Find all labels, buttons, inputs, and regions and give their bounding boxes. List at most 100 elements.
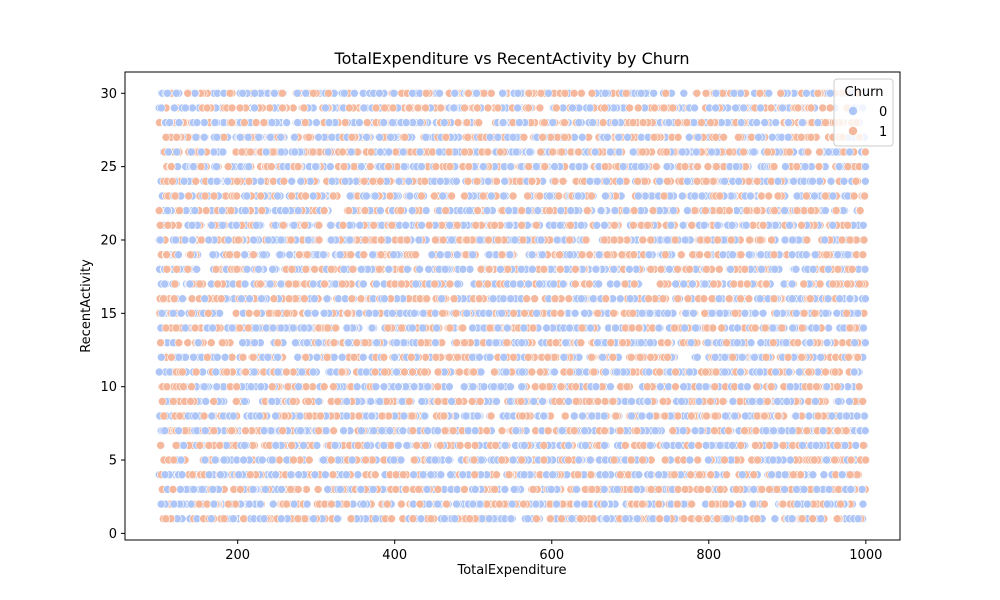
- data-point-churn-1: [634, 323, 644, 333]
- data-point-churn-1: [724, 426, 733, 436]
- data-point-churn-1: [404, 397, 414, 406]
- chart-title: TotalExpenditure vs RecentActivity by Ch…: [334, 49, 690, 68]
- data-point-churn-0: [591, 382, 601, 392]
- data-point-churn-1: [854, 382, 864, 392]
- data-point-churn-0: [645, 411, 654, 421]
- data-point-churn-1: [600, 397, 610, 406]
- data-point-churn-1: [470, 441, 480, 450]
- data-point-churn-1: [752, 411, 762, 421]
- data-point-churn-0: [181, 323, 190, 333]
- data-point-churn-0: [767, 470, 776, 480]
- data-point-churn-0: [296, 426, 305, 436]
- data-point-churn-1: [571, 279, 580, 289]
- data-point-churn-1: [538, 382, 547, 392]
- data-point-churn-1: [797, 352, 807, 362]
- data-point-churn-0: [276, 514, 286, 524]
- data-point-churn-1: [408, 367, 417, 377]
- data-point-churn-0: [501, 367, 511, 377]
- data-point-churn-0: [523, 514, 533, 524]
- data-point-churn-0: [347, 455, 357, 465]
- data-point-churn-0: [845, 294, 855, 304]
- data-point-churn-0: [169, 499, 179, 509]
- data-point-churn-0: [342, 411, 352, 421]
- data-point-churn-0: [689, 308, 698, 318]
- data-point-churn-0: [611, 323, 620, 333]
- data-point-churn-1: [382, 499, 392, 509]
- data-point-churn-0: [542, 323, 551, 333]
- data-point-churn-0: [447, 397, 456, 406]
- data-point-churn-0: [186, 499, 196, 509]
- data-point-churn-0: [484, 514, 494, 524]
- data-point-churn-0: [787, 426, 797, 436]
- data-point-churn-1: [635, 352, 645, 362]
- data-point-churn-0: [333, 514, 342, 524]
- data-point-churn-1: [573, 470, 583, 480]
- data-point-churn-0: [367, 411, 377, 421]
- data-point-churn-0: [312, 441, 322, 450]
- data-point-churn-1: [409, 455, 419, 465]
- data-point-churn-0: [207, 411, 217, 421]
- data-point-churn-1: [236, 485, 245, 494]
- data-point-churn-1: [760, 411, 769, 421]
- data-point-churn-0: [211, 455, 220, 465]
- data-point-churn-0: [341, 470, 351, 480]
- data-point-churn-0: [475, 352, 484, 362]
- data-point-churn-0: [219, 455, 229, 465]
- data-point-churn-1: [455, 441, 465, 450]
- data-point-churn-1: [644, 294, 653, 304]
- data-point-churn-0: [787, 514, 797, 524]
- data-point-churn-1: [415, 499, 425, 509]
- data-point-churn-0: [601, 367, 611, 377]
- data-point-churn-1: [760, 499, 769, 509]
- data-point-churn-1: [587, 352, 596, 362]
- data-point-churn-0: [261, 485, 270, 494]
- data-point-churn-0: [417, 397, 427, 406]
- data-point-churn-1: [190, 323, 200, 333]
- data-point-churn-0: [861, 338, 870, 348]
- data-point-churn-0: [509, 485, 519, 494]
- data-point-churn-0: [229, 514, 238, 524]
- data-point-churn-0: [211, 367, 221, 377]
- data-point-churn-1: [391, 470, 401, 480]
- data-point-churn-0: [507, 499, 517, 509]
- data-point-churn-1: [658, 397, 668, 406]
- data-point-churn-0: [271, 470, 281, 480]
- data-point-churn-0: [750, 352, 759, 362]
- data-point-churn-0: [785, 382, 795, 392]
- data-point-churn-0: [517, 338, 527, 348]
- data-point-churn-1: [451, 308, 461, 318]
- data-point-churn-0: [369, 426, 379, 436]
- data-point-churn-0: [248, 485, 258, 494]
- data-point-churn-0: [531, 499, 541, 509]
- data-point-churn-0: [157, 352, 166, 362]
- data-point-churn-1: [749, 470, 759, 480]
- data-point-churn-1: [491, 441, 500, 450]
- data-point-churn-0: [644, 367, 654, 377]
- data-point-churn-0: [559, 352, 569, 362]
- data-point-churn-0: [794, 367, 804, 377]
- data-point-churn-0: [861, 294, 870, 304]
- data-point-churn-1: [360, 338, 370, 348]
- data-point-churn-0: [200, 455, 210, 465]
- data-point-churn-1: [655, 367, 664, 377]
- data-point-churn-1: [397, 499, 406, 509]
- data-point-churn-0: [418, 308, 428, 318]
- data-point-churn-1: [520, 308, 529, 318]
- data-point-churn-0: [576, 294, 586, 304]
- data-point-churn-0: [197, 485, 207, 494]
- data-point-churn-0: [194, 338, 203, 348]
- data-point-churn-1: [219, 514, 229, 524]
- data-point-churn-0: [450, 514, 460, 524]
- data-point-churn-1: [845, 323, 855, 333]
- data-point-churn-1: [469, 367, 478, 377]
- data-point-churn-1: [304, 411, 314, 421]
- data-point-churn-0: [580, 308, 589, 318]
- data-point-churn-1: [178, 367, 187, 377]
- data-point-churn-0: [552, 499, 561, 509]
- data-point-churn-1: [584, 397, 594, 406]
- data-point-churn-1: [412, 441, 422, 450]
- data-point-churn-1: [724, 294, 734, 304]
- data-point-churn-0: [593, 338, 602, 348]
- data-point-churn-0: [740, 411, 750, 421]
- data-point-churn-0: [811, 397, 820, 406]
